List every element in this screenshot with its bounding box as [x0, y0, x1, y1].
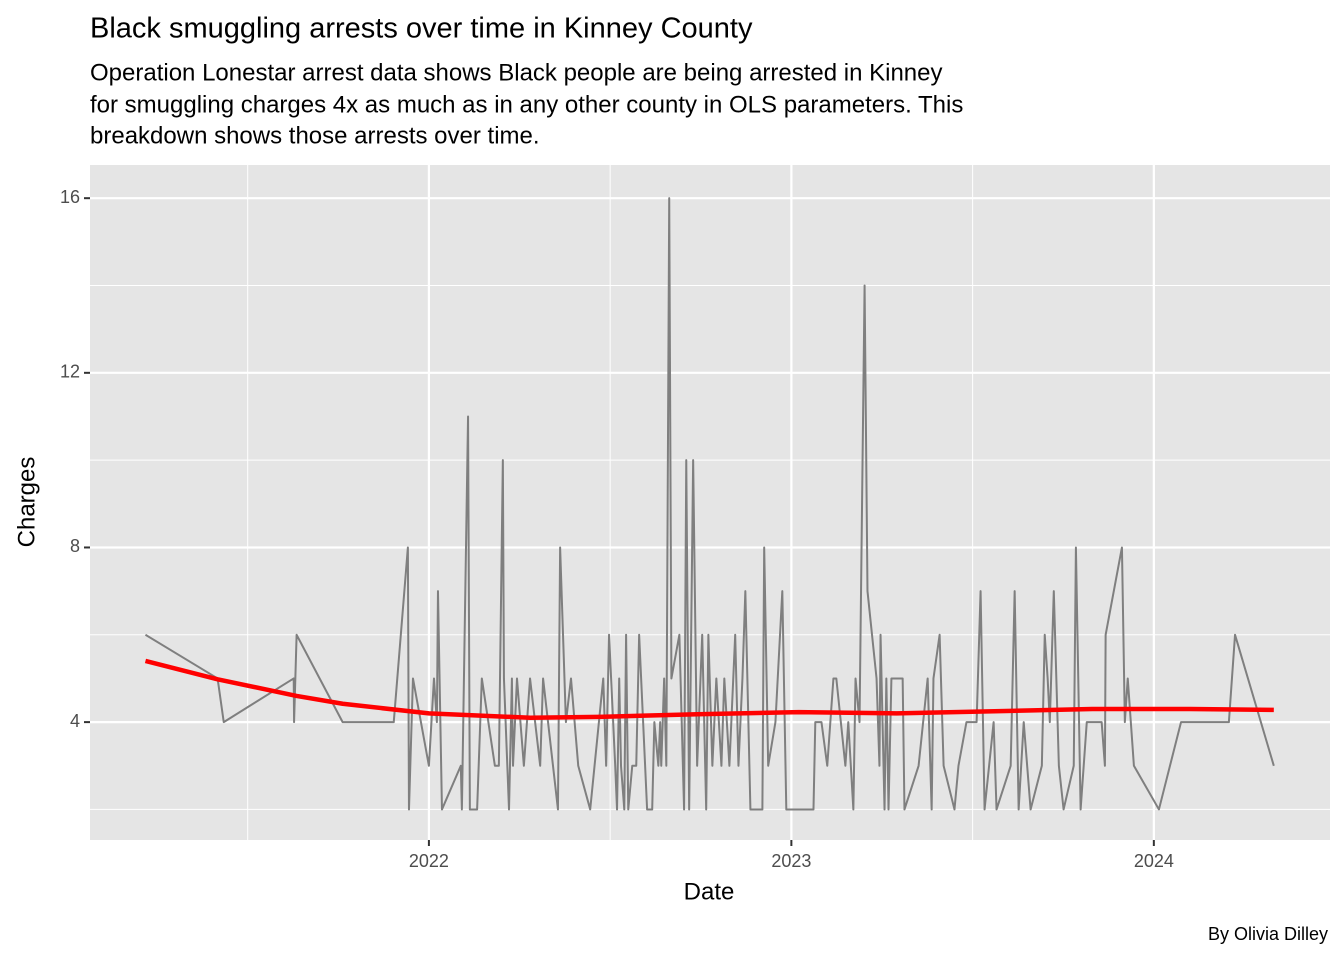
x-tick-label: 2022 [409, 851, 449, 871]
x-tick-label: 2023 [771, 851, 811, 871]
chart-subtitle: breakdown shows those arrests over time. [90, 122, 540, 149]
y-tick-label: 16 [60, 187, 80, 207]
caption: By Olivia Dilley [1208, 924, 1328, 944]
data-line [144, 658, 1274, 720]
plot-panel [90, 165, 1330, 840]
x-axis-label: Date [684, 878, 735, 905]
x-tick-label: 2024 [1134, 851, 1174, 871]
chart-title: Black smuggling arrests over time in Kin… [90, 13, 753, 45]
chart-subtitle: for smuggling charges 4x as much as in a… [90, 91, 963, 118]
y-axis-label: Charges [13, 457, 40, 548]
chart-subtitle: Operation Lonestar arrest data shows Bla… [90, 59, 943, 86]
y-tick-label: 4 [70, 711, 80, 731]
y-tick-label: 12 [60, 362, 80, 382]
y-tick-label: 8 [70, 536, 80, 556]
data-line [144, 197, 1275, 811]
